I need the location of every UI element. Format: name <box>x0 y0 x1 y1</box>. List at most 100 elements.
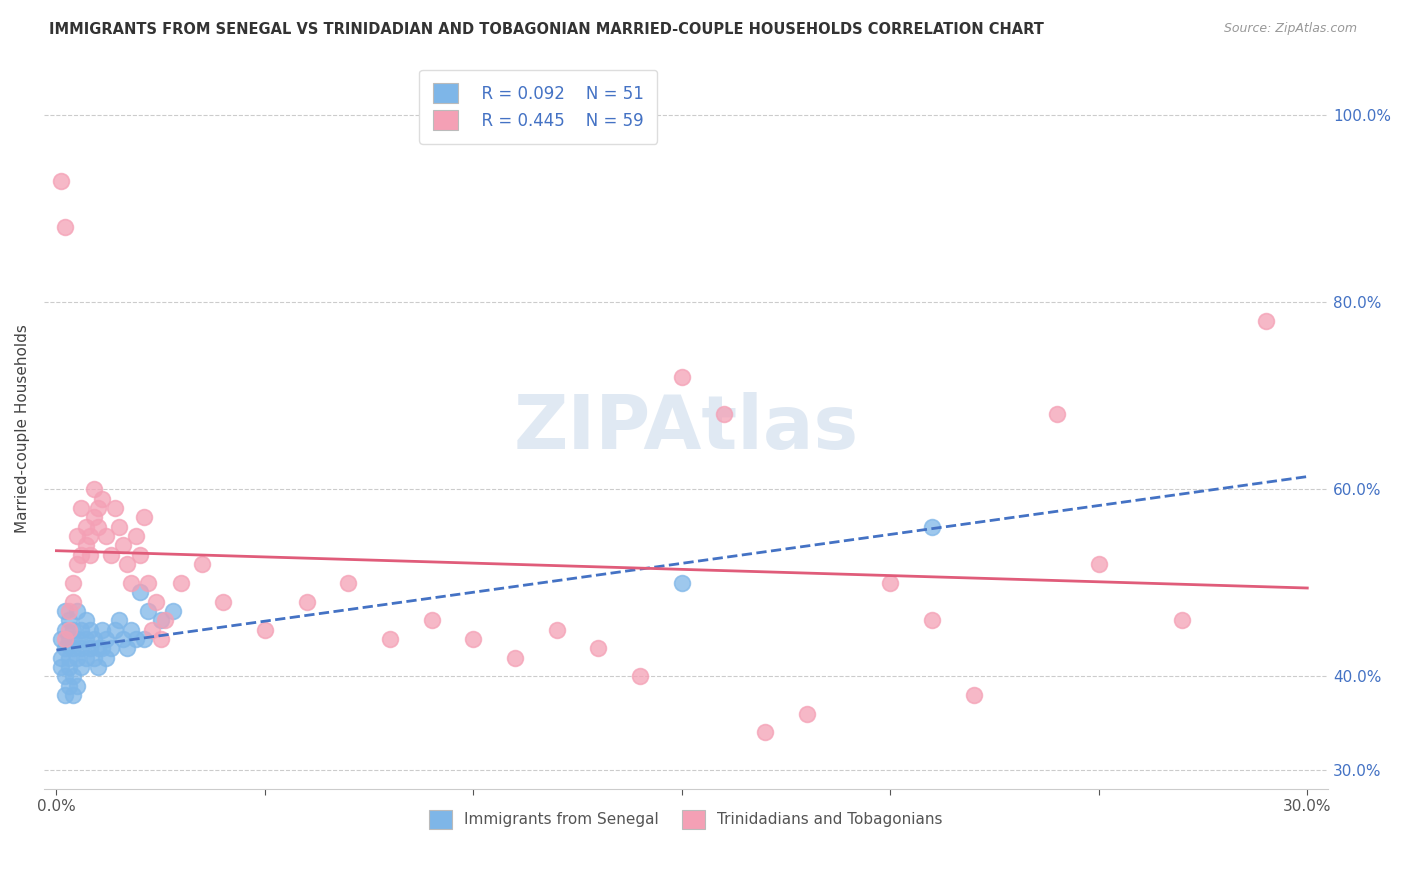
Point <box>295 594 318 608</box>
Point <box>53 604 76 618</box>
Point <box>120 575 142 590</box>
Point <box>128 548 150 562</box>
Point <box>53 220 76 235</box>
Point <box>79 641 101 656</box>
Point <box>87 501 110 516</box>
Point <box>112 538 135 552</box>
Point <box>503 650 526 665</box>
Point <box>49 660 72 674</box>
Point <box>70 501 93 516</box>
Point <box>796 706 818 721</box>
Point <box>62 641 84 656</box>
Point <box>671 575 693 590</box>
Point <box>53 669 76 683</box>
Point <box>53 632 76 646</box>
Point <box>104 501 127 516</box>
Point <box>100 548 122 562</box>
Point <box>671 370 693 384</box>
Point <box>170 575 193 590</box>
Point <box>58 632 80 646</box>
Point <box>1088 557 1111 571</box>
Point <box>79 529 101 543</box>
Point <box>96 650 118 665</box>
Point <box>58 613 80 627</box>
Point <box>337 575 360 590</box>
Point <box>963 688 986 702</box>
Point <box>253 623 276 637</box>
Point <box>49 632 72 646</box>
Point <box>75 519 97 533</box>
Point <box>112 632 135 646</box>
Point <box>149 613 172 627</box>
Point <box>66 604 89 618</box>
Legend: Immigrants from Senegal, Trinidadians and Tobagonians: Immigrants from Senegal, Trinidadians an… <box>423 804 949 835</box>
Point <box>53 688 76 702</box>
Point <box>58 679 80 693</box>
Point <box>75 632 97 646</box>
Point <box>104 623 127 637</box>
Point <box>420 613 443 627</box>
Point <box>70 641 93 656</box>
Point <box>1254 314 1277 328</box>
Point <box>100 641 122 656</box>
Point <box>66 529 89 543</box>
Point <box>87 660 110 674</box>
Point <box>628 669 651 683</box>
Point <box>62 594 84 608</box>
Point <box>66 632 89 646</box>
Point <box>62 669 84 683</box>
Point <box>91 641 114 656</box>
Point <box>921 613 943 627</box>
Point <box>921 519 943 533</box>
Point <box>58 604 80 618</box>
Point <box>124 529 146 543</box>
Point <box>83 650 105 665</box>
Point <box>145 594 167 608</box>
Point <box>132 632 155 646</box>
Point <box>124 632 146 646</box>
Point <box>162 604 184 618</box>
Y-axis label: Married-couple Households: Married-couple Households <box>15 324 30 533</box>
Point <box>49 650 72 665</box>
Point <box>91 491 114 506</box>
Point <box>136 604 159 618</box>
Point <box>108 519 131 533</box>
Point <box>91 623 114 637</box>
Point <box>62 688 84 702</box>
Point <box>79 548 101 562</box>
Point <box>117 641 139 656</box>
Text: IMMIGRANTS FROM SENEGAL VS TRINIDADIAN AND TOBAGONIAN MARRIED-COUPLE HOUSEHOLDS : IMMIGRANTS FROM SENEGAL VS TRINIDADIAN A… <box>49 22 1045 37</box>
Point <box>463 632 485 646</box>
Point <box>75 538 97 552</box>
Point <box>128 585 150 599</box>
Text: Source: ZipAtlas.com: Source: ZipAtlas.com <box>1223 22 1357 36</box>
Point <box>191 557 214 571</box>
Point <box>58 650 80 665</box>
Point <box>62 575 84 590</box>
Point <box>87 519 110 533</box>
Point <box>108 613 131 627</box>
Point <box>132 510 155 524</box>
Point <box>713 408 735 422</box>
Point <box>66 679 89 693</box>
Point <box>120 623 142 637</box>
Point <box>1171 613 1194 627</box>
Point <box>83 632 105 646</box>
Point <box>141 623 163 637</box>
Point <box>588 641 610 656</box>
Text: ZIPAtlas: ZIPAtlas <box>513 392 859 465</box>
Point <box>83 510 105 524</box>
Point <box>96 529 118 543</box>
Point <box>153 613 176 627</box>
Point <box>1046 408 1069 422</box>
Point <box>79 623 101 637</box>
Point <box>70 623 93 637</box>
Point <box>75 650 97 665</box>
Point <box>212 594 235 608</box>
Point <box>66 557 89 571</box>
Point <box>58 660 80 674</box>
Point <box>53 623 76 637</box>
Point <box>75 613 97 627</box>
Point <box>83 483 105 497</box>
Point <box>87 641 110 656</box>
